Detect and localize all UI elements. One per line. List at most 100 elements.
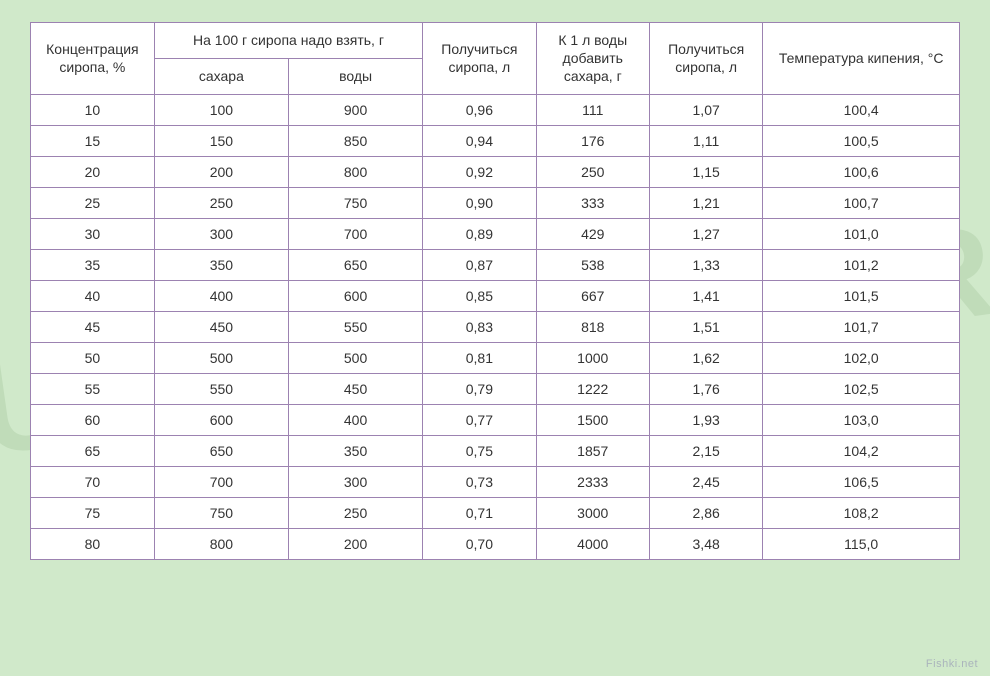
cell-water: 800 — [288, 156, 422, 187]
cell-water: 700 — [288, 218, 422, 249]
cell-temp: 100,7 — [763, 187, 960, 218]
cell-temp: 115,0 — [763, 528, 960, 559]
cell-syrup2: 1,15 — [649, 156, 762, 187]
cell-temp: 103,0 — [763, 404, 960, 435]
cell-conc: 30 — [31, 218, 155, 249]
table-row: 656503500,7518572,15104,2 — [31, 435, 960, 466]
cell-syrupL: 0,89 — [423, 218, 536, 249]
cell-water: 850 — [288, 125, 422, 156]
cell-addsug: 667 — [536, 280, 649, 311]
cell-sugar: 400 — [154, 280, 288, 311]
credit-text: Fishki.net — [926, 658, 978, 670]
cell-addsug: 2333 — [536, 466, 649, 497]
cell-water: 300 — [288, 466, 422, 497]
cell-water: 750 — [288, 187, 422, 218]
cell-temp: 106,5 — [763, 466, 960, 497]
cell-syrup2: 1,51 — [649, 311, 762, 342]
table-header: Концентрация сиропа, % На 100 г сиропа н… — [31, 23, 960, 95]
cell-temp: 100,4 — [763, 94, 960, 125]
cell-conc: 60 — [31, 404, 155, 435]
cell-sugar: 300 — [154, 218, 288, 249]
page: SUPERCOOK.ORG Концентрация сиропа, % На … — [0, 0, 990, 676]
cell-sugar: 750 — [154, 497, 288, 528]
cell-conc: 75 — [31, 497, 155, 528]
cell-temp: 101,7 — [763, 311, 960, 342]
cell-conc: 80 — [31, 528, 155, 559]
table-row: 808002000,7040003,48115,0 — [31, 528, 960, 559]
cell-syrupL: 0,92 — [423, 156, 536, 187]
cell-sugar: 200 — [154, 156, 288, 187]
cell-conc: 65 — [31, 435, 155, 466]
cell-temp: 101,5 — [763, 280, 960, 311]
cell-sugar: 150 — [154, 125, 288, 156]
cell-syrup2: 1,27 — [649, 218, 762, 249]
table-row: 707003000,7323332,45106,5 — [31, 466, 960, 497]
cell-syrupL: 0,85 — [423, 280, 536, 311]
table-row: 101009000,961111,07100,4 — [31, 94, 960, 125]
cell-addsug: 429 — [536, 218, 649, 249]
cell-sugar: 100 — [154, 94, 288, 125]
cell-conc: 55 — [31, 373, 155, 404]
cell-addsug: 1500 — [536, 404, 649, 435]
cell-syrup2: 1,62 — [649, 342, 762, 373]
table-body: 101009000,961111,07100,4151508500,941761… — [31, 94, 960, 559]
cell-sugar: 650 — [154, 435, 288, 466]
cell-addsug: 3000 — [536, 497, 649, 528]
cell-temp: 108,2 — [763, 497, 960, 528]
cell-water: 350 — [288, 435, 422, 466]
table-row: 303007000,894291,27101,0 — [31, 218, 960, 249]
cell-syrupL: 0,87 — [423, 249, 536, 280]
cell-temp: 102,5 — [763, 373, 960, 404]
cell-water: 500 — [288, 342, 422, 373]
syrup-table: Концентрация сиропа, % На 100 г сиропа н… — [30, 22, 960, 560]
cell-conc: 15 — [31, 125, 155, 156]
cell-addsug: 250 — [536, 156, 649, 187]
cell-conc: 70 — [31, 466, 155, 497]
table-row: 252507500,903331,21100,7 — [31, 187, 960, 218]
cell-conc: 10 — [31, 94, 155, 125]
cell-addsug: 4000 — [536, 528, 649, 559]
cell-water: 450 — [288, 373, 422, 404]
cell-addsug: 818 — [536, 311, 649, 342]
cell-syrupL: 0,81 — [423, 342, 536, 373]
cell-addsug: 1857 — [536, 435, 649, 466]
cell-water: 650 — [288, 249, 422, 280]
table-row: 404006000,856671,41101,5 — [31, 280, 960, 311]
cell-syrup2: 1,33 — [649, 249, 762, 280]
cell-sugar: 350 — [154, 249, 288, 280]
cell-water: 200 — [288, 528, 422, 559]
cell-water: 900 — [288, 94, 422, 125]
cell-temp: 101,0 — [763, 218, 960, 249]
cell-temp: 100,6 — [763, 156, 960, 187]
cell-sugar: 450 — [154, 311, 288, 342]
table-row: 555504500,7912221,76102,5 — [31, 373, 960, 404]
cell-syrupL: 0,90 — [423, 187, 536, 218]
cell-syrup2: 2,15 — [649, 435, 762, 466]
cell-conc: 25 — [31, 187, 155, 218]
cell-syrupL: 0,73 — [423, 466, 536, 497]
table-header-row-1: Концентрация сиропа, % На 100 г сиропа н… — [31, 23, 960, 59]
cell-temp: 101,2 — [763, 249, 960, 280]
col-header-syrup-l-2: Получиться сиропа, л — [649, 23, 762, 95]
col-header-water: воды — [288, 58, 422, 94]
cell-addsug: 111 — [536, 94, 649, 125]
cell-water: 600 — [288, 280, 422, 311]
cell-addsug: 1222 — [536, 373, 649, 404]
col-header-add-sugar: К 1 л воды добавить сахара, г — [536, 23, 649, 95]
cell-water: 250 — [288, 497, 422, 528]
cell-syrup2: 1,11 — [649, 125, 762, 156]
cell-syrupL: 0,79 — [423, 373, 536, 404]
col-header-syrup-l-1: Получиться сиропа, л — [423, 23, 536, 95]
table-row: 353506500,875381,33101,2 — [31, 249, 960, 280]
col-header-concentration: Концентрация сиропа, % — [31, 23, 155, 95]
cell-syrup2: 1,76 — [649, 373, 762, 404]
cell-syrupL: 0,70 — [423, 528, 536, 559]
cell-syrup2: 1,21 — [649, 187, 762, 218]
table-row: 151508500,941761,11100,5 — [31, 125, 960, 156]
cell-syrup2: 2,86 — [649, 497, 762, 528]
cell-syrupL: 0,83 — [423, 311, 536, 342]
cell-syrupL: 0,75 — [423, 435, 536, 466]
table-row: 505005000,8110001,62102,0 — [31, 342, 960, 373]
cell-syrup2: 3,48 — [649, 528, 762, 559]
cell-addsug: 176 — [536, 125, 649, 156]
